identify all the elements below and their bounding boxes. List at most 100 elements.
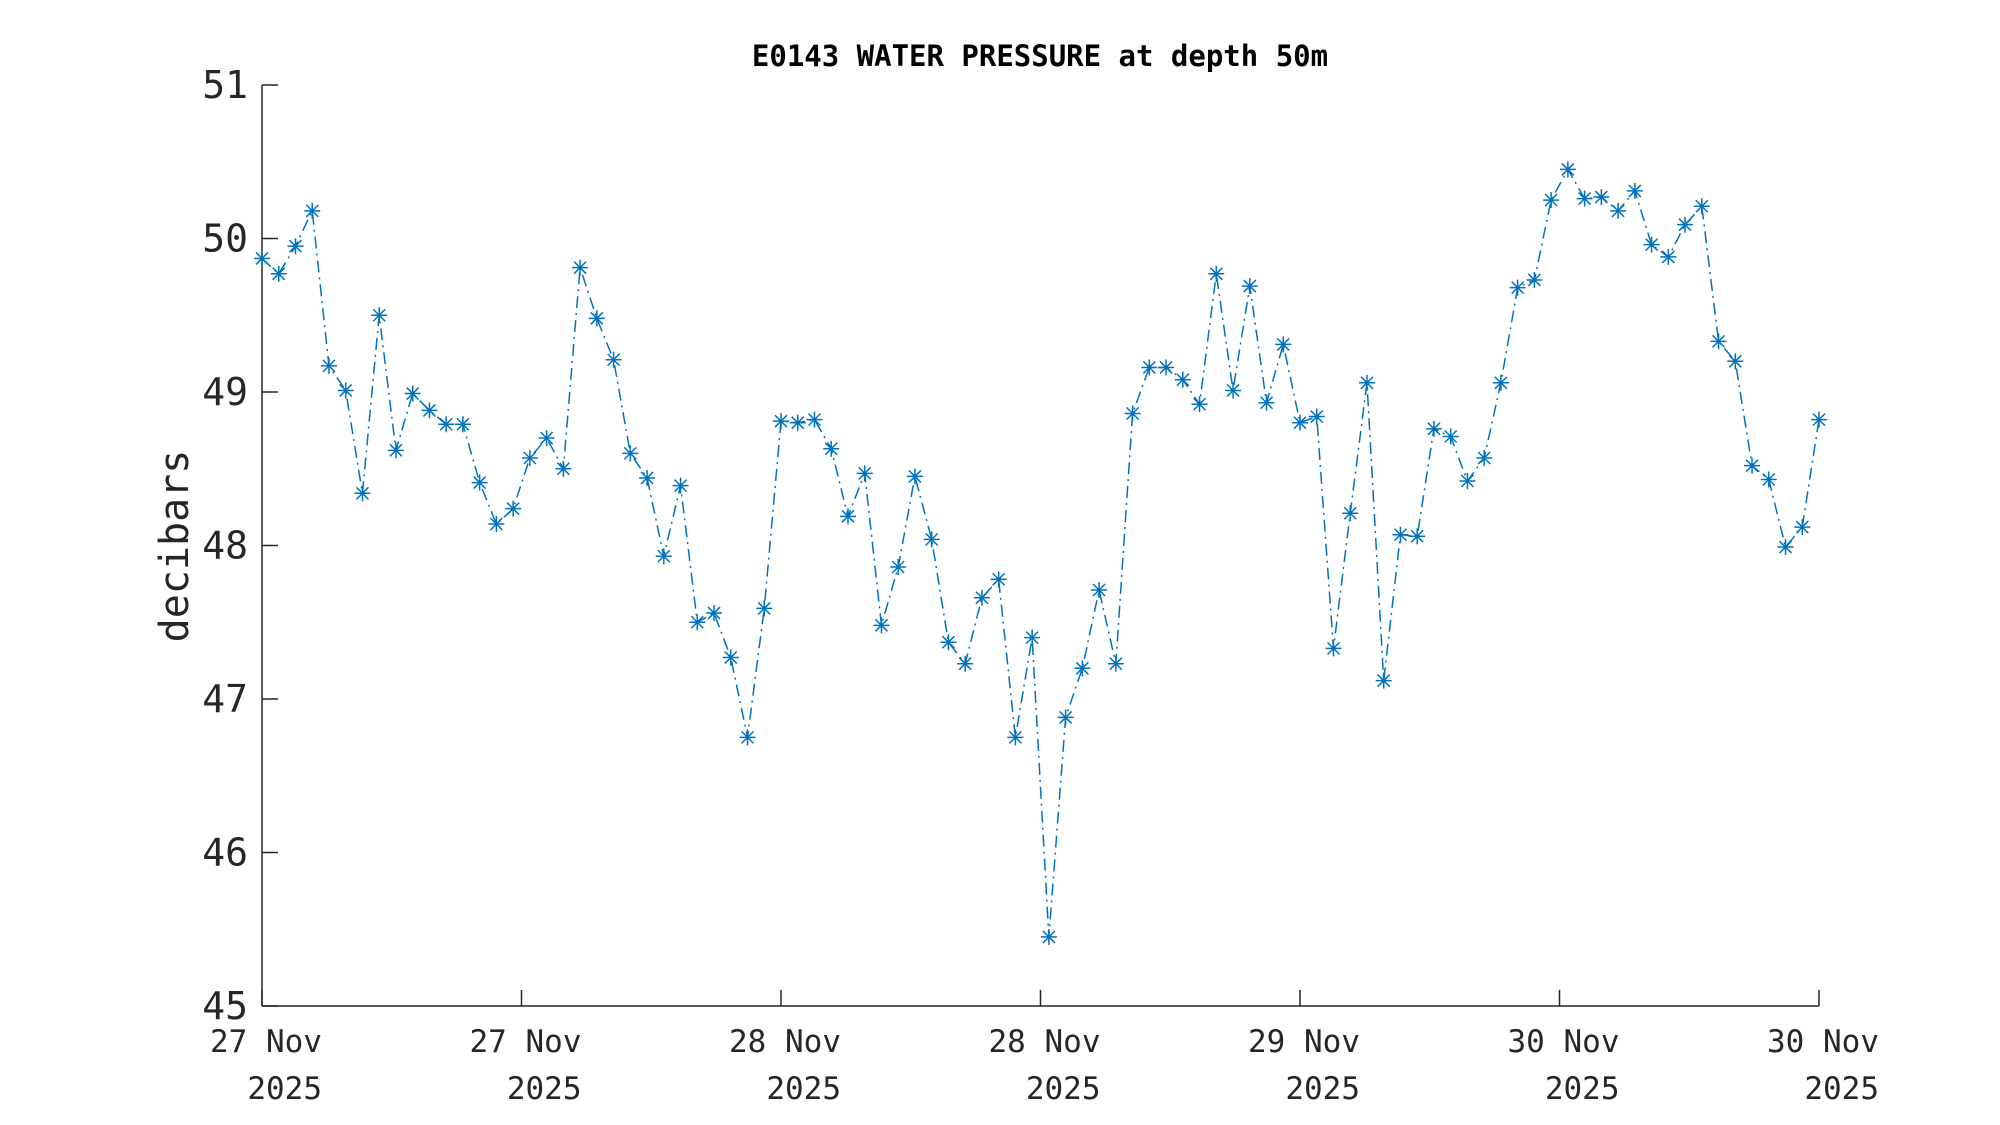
data-point-marker — [1610, 202, 1627, 219]
data-point-marker — [722, 649, 739, 666]
data-point-marker — [789, 414, 806, 431]
data-point-marker — [1693, 198, 1710, 215]
y-tick-label: 45 — [202, 984, 248, 1028]
x-tick-label-year: 2025 — [1026, 1071, 1101, 1107]
data-point-marker — [572, 259, 589, 276]
data-point-marker — [823, 440, 840, 457]
data-point-marker — [438, 416, 455, 433]
data-point-marker — [1208, 265, 1225, 282]
y-axis-label: decibars — [152, 450, 198, 643]
data-point-marker — [1141, 359, 1158, 376]
x-ticks: 27 Nov 2025 27 Nov 2025 28 Nov 2025 28 Nov 2025… — [210, 990, 1879, 1107]
data-point-marker — [454, 416, 471, 433]
data-point-marker — [756, 600, 773, 617]
data-point-marker — [1710, 333, 1727, 350]
data-point-marker — [1593, 189, 1610, 206]
data-point-marker — [706, 605, 723, 622]
data-point-marker — [1258, 394, 1275, 411]
data-point-marker — [1442, 428, 1459, 445]
x-tick-label-date: 29 Nov — [1248, 1024, 1360, 1060]
data-point-marker — [521, 450, 538, 467]
data-point-marker — [1392, 526, 1409, 543]
data-point-marker — [1342, 505, 1359, 522]
data-point-marker — [806, 411, 823, 428]
data-point-marker — [1509, 279, 1526, 296]
data-point-marker — [538, 430, 555, 447]
axes — [261, 85, 1819, 1007]
data-point-marker — [1559, 161, 1576, 178]
data-point-marker — [1191, 396, 1208, 413]
y-tick-label: 48 — [202, 524, 248, 568]
data-point-marker — [1409, 528, 1426, 545]
data-point-marker — [404, 385, 421, 402]
data-point-marker — [856, 465, 873, 482]
series-pressure — [254, 161, 1827, 945]
data-point-marker — [1626, 182, 1643, 199]
data-point-marker — [588, 310, 605, 327]
x-tick-label-year: 2025 — [766, 1071, 841, 1107]
data-point-marker — [906, 468, 923, 485]
data-point-marker — [505, 500, 522, 517]
data-point-marker — [1811, 411, 1827, 428]
data-point-marker — [890, 558, 907, 575]
data-point-marker — [773, 413, 789, 430]
data-point-marker — [337, 382, 354, 399]
data-point-marker — [304, 202, 321, 219]
x-tick-label-year: 2025 — [1804, 1071, 1879, 1107]
data-point-marker — [739, 729, 756, 746]
series-line — [261, 167, 1820, 937]
x-tick-label-year: 2025 — [1545, 1071, 1620, 1107]
x-tick-label-date: 27 Nov — [210, 1024, 322, 1060]
data-point-marker — [655, 548, 672, 565]
data-point-marker — [320, 357, 337, 374]
data-point-marker — [1794, 519, 1811, 536]
data-point-marker — [555, 460, 572, 477]
data-point-marker — [1760, 471, 1777, 488]
data-point-marker — [1744, 457, 1761, 474]
data-point-marker — [1727, 353, 1744, 370]
data-point-marker — [1225, 382, 1242, 399]
data-point-marker — [1425, 420, 1442, 437]
data-point-marker — [622, 445, 639, 462]
data-point-marker — [270, 265, 287, 282]
x-tick-label-year: 2025 — [247, 1071, 322, 1107]
data-point-marker — [471, 474, 488, 491]
data-point-marker — [923, 531, 940, 548]
data-point-marker — [873, 617, 890, 634]
data-point-marker — [1057, 709, 1074, 726]
x-tick-label-year: 2025 — [507, 1071, 582, 1107]
data-point-marker — [1660, 248, 1677, 265]
data-point-marker — [1375, 672, 1392, 689]
x-tick-label-year: 2025 — [1285, 1071, 1360, 1107]
data-point-marker — [1292, 414, 1308, 431]
data-point-marker — [1476, 450, 1493, 467]
data-point-marker — [1459, 473, 1476, 490]
y-tick-label: 49 — [202, 370, 248, 414]
data-point-marker — [1074, 660, 1091, 677]
data-point-marker — [1091, 582, 1108, 599]
y-ticks: 45 46 47 48 49 50 51 — [202, 63, 278, 1028]
data-point-marker — [689, 614, 706, 631]
data-point-marker — [672, 477, 689, 494]
data-point-marker — [1124, 405, 1141, 422]
x-tick-label-date: 30 Nov — [1508, 1024, 1620, 1060]
data-point-marker — [371, 307, 388, 324]
x-tick-label-date: 28 Nov — [729, 1024, 841, 1060]
data-point-marker — [1677, 216, 1694, 233]
x-tick-label-date: 28 Nov — [989, 1024, 1101, 1060]
data-point-marker — [1241, 278, 1258, 295]
data-point-marker — [1158, 359, 1175, 376]
data-point-marker — [1492, 374, 1509, 391]
data-point-marker — [1526, 271, 1543, 288]
chart-title: E0143 WATER PRESSURE at depth 50m — [752, 39, 1328, 73]
data-point-marker — [940, 634, 957, 651]
y-tick-label: 51 — [202, 63, 248, 107]
data-point-marker — [1308, 408, 1325, 425]
data-point-marker — [254, 250, 270, 267]
x-tick-label-date: 30 Nov — [1767, 1024, 1879, 1060]
data-point-marker — [957, 655, 974, 672]
data-point-marker — [1040, 928, 1057, 945]
data-point-marker — [387, 442, 404, 459]
data-point-marker — [1358, 374, 1375, 391]
